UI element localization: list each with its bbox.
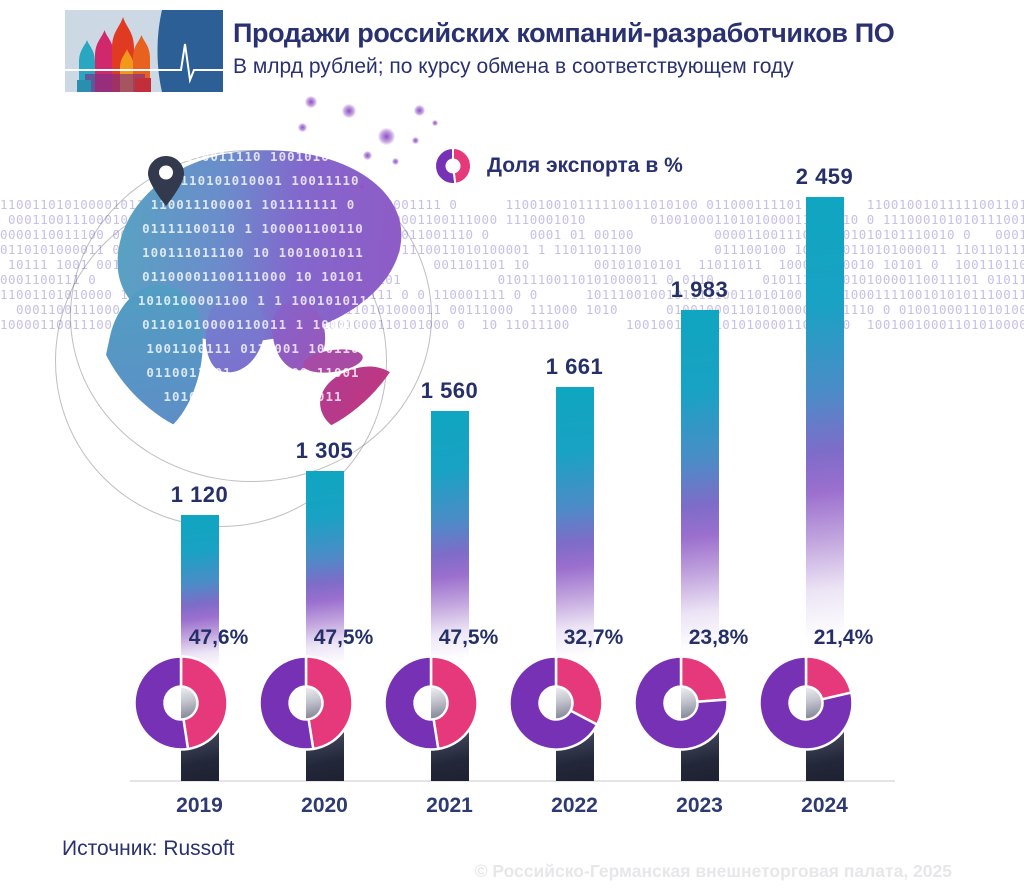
bar-2022 (555, 386, 594, 686)
export-share-donut-2020 (257, 655, 354, 751)
location-pin-icon (148, 156, 184, 206)
value-label-2024: 2 459 (795, 164, 854, 189)
year-label-2021: 2021 (426, 794, 473, 817)
percent-label-2022: 32,7% (563, 626, 624, 649)
export-share-donut-2019 (132, 655, 229, 751)
binary-globe: 0110011110 1001010 1100110101010001 10011… (88, 115, 418, 445)
percent-label-2021: 47,5% (438, 626, 499, 649)
globe-binary-row: 1010100001100 1 1 100101011 (137, 293, 369, 308)
percent-label-2024: 21,4% (813, 626, 874, 649)
value-label-2021: 1 560 (420, 377, 479, 403)
glow-dot (414, 105, 425, 116)
globe-binary-row: 0110011101 01010000 11001 (146, 365, 360, 380)
glow-dot (342, 104, 356, 118)
copyright-watermark: © Российско-Германская внешнеторговая па… (474, 861, 952, 881)
value-label-2023: 1 983 (670, 277, 729, 303)
glow-dot (363, 151, 372, 160)
glow-dot (305, 96, 317, 108)
globe-binary-row: 101010000110011 10011 (163, 389, 343, 404)
value-label-2020: 1 305 (295, 438, 354, 464)
percent-label-2019: 47,6% (188, 626, 249, 649)
export-share-donut-2021 (382, 655, 479, 751)
year-label-2023: 2023 (676, 794, 723, 817)
globe-binary-row: 01101010000110011 1 100110 (142, 317, 364, 332)
x-axis-line (130, 780, 895, 782)
globe-binary-row: 110011100001 101111111 0 (150, 197, 356, 212)
glow-dot (358, 183, 366, 191)
year-label-2024: 2024 (801, 794, 848, 817)
globe-binary-row: 0110011110 1001010 (176, 149, 330, 164)
year-label-2020: 2020 (301, 794, 348, 817)
export-share-donut-2023 (632, 655, 729, 751)
glow-dot (392, 158, 399, 165)
kremlin-towers-icon (77, 17, 151, 92)
value-label-2022: 1 661 (545, 353, 604, 379)
export-share-donut-2024 (757, 655, 854, 751)
percent-label-2020: 47,5% (313, 626, 374, 649)
glow-dot (298, 123, 307, 132)
percent-label-2023: 23,8% (688, 626, 749, 649)
year-label-2019: 2019 (176, 794, 223, 817)
bar-2023 (680, 310, 719, 686)
glow-dot (412, 137, 419, 144)
glow-dot (432, 120, 438, 126)
globe-binary-row: 0110111001 (210, 413, 296, 428)
export-share-donut-2022 (507, 655, 604, 751)
page-title: Продажи российских компаний-разработчико… (233, 18, 895, 48)
globe-binary-row: 1100110101010001 10011110 (146, 173, 360, 188)
bar-2020 (305, 471, 344, 686)
globe-binary-row: 01100001100111000 10 10101 (142, 269, 364, 284)
page-subtitle: В млрд рублей; по курсу обмена в соответ… (233, 55, 794, 78)
source-note: Источник: Russoft (62, 837, 235, 860)
legend-label: Доля экспорта в % (487, 154, 683, 177)
globe-binary-row: 100111011100 10 1001001011 (142, 245, 364, 260)
globe-binary-row: 01111100110 1 100001100110 (142, 221, 364, 236)
glow-dot (378, 128, 395, 145)
pulse-line-icon (65, 43, 223, 84)
globe-binary-row: 1001100111 0111001 100110 (146, 341, 360, 356)
year-label-2022: 2022 (551, 794, 598, 817)
chamber-logo (65, 10, 223, 92)
bar-2024 (805, 197, 844, 686)
bar-2021 (430, 410, 469, 686)
value-label-2019: 1 120 (170, 482, 229, 507)
legend: Доля экспорта в % (433, 146, 683, 186)
export-share-donut-icon (434, 147, 472, 185)
